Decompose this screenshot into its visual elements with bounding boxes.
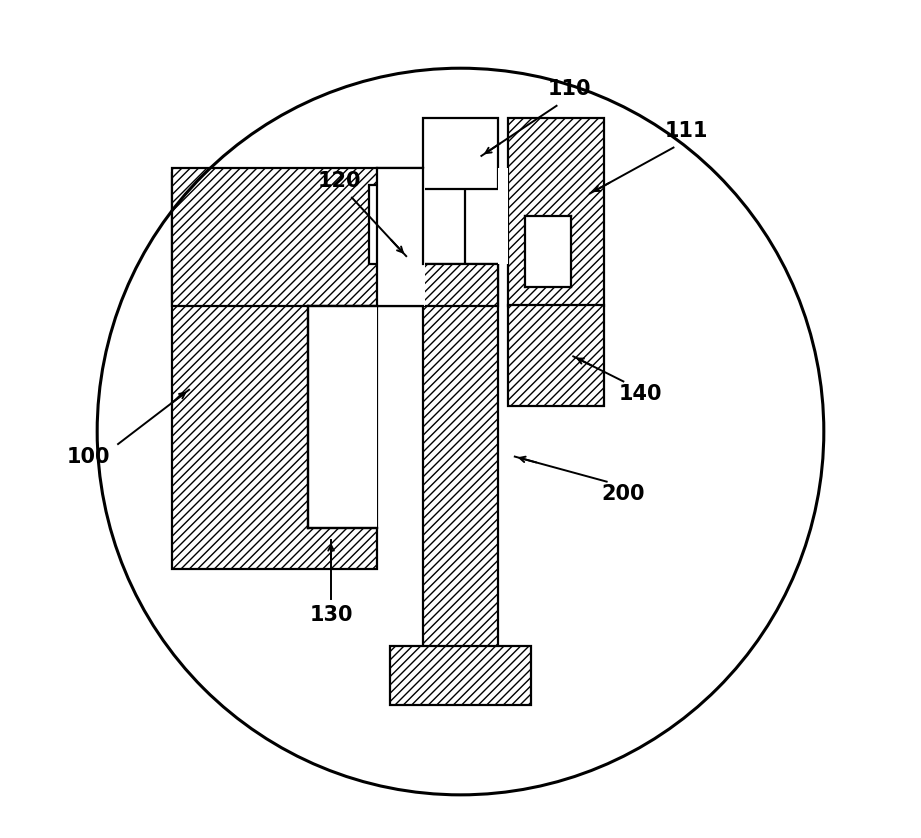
Bar [525, 216, 571, 287]
Bar [508, 118, 604, 306]
Text: 200: 200 [601, 484, 645, 504]
Text: 110: 110 [547, 79, 591, 99]
Bar [309, 307, 377, 527]
Text: 111: 111 [664, 121, 707, 141]
Text: 100: 100 [67, 447, 111, 467]
Text: 140: 140 [618, 384, 662, 404]
Bar [377, 168, 425, 306]
Bar [172, 173, 377, 569]
Bar [508, 304, 604, 406]
Text: 120: 120 [318, 171, 361, 191]
Text: 130: 130 [309, 605, 353, 625]
Bar [390, 646, 531, 705]
Bar [423, 265, 498, 649]
Bar [423, 265, 498, 306]
Bar [423, 118, 498, 189]
Bar [368, 185, 465, 265]
Bar [308, 306, 377, 528]
Bar [498, 168, 508, 265]
Bar [172, 168, 431, 306]
